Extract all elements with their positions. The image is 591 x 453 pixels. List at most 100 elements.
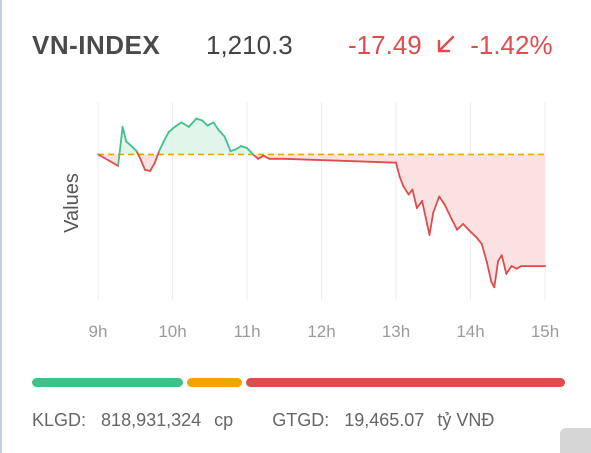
data-point: [162, 140, 165, 143]
data-point: [234, 148, 237, 151]
series-segment: [510, 265, 518, 270]
data-point: [158, 150, 161, 153]
data-point: [125, 140, 128, 143]
data-point: [97, 153, 99, 156]
volume-label: KLGD:: [32, 410, 87, 430]
area-below-reference: [98, 154, 545, 288]
data-point: [395, 161, 397, 164]
data-point: [525, 265, 528, 267]
data-point: [268, 157, 271, 160]
data-point: [462, 223, 464, 225]
x-tick-label: 14h: [456, 322, 484, 341]
series-segment: [217, 129, 226, 138]
data-point: [173, 126, 176, 128]
series-segment: [212, 121, 220, 132]
volume-unit: cp: [214, 410, 234, 430]
breadth-bar-advancers: [32, 378, 183, 387]
data-point: [432, 211, 435, 214]
x-tick-label: 12h: [307, 322, 335, 341]
data-point: [398, 175, 401, 178]
data-point: [212, 121, 215, 124]
data-point: [217, 129, 220, 132]
data-point: [283, 157, 286, 160]
data-point: [252, 153, 254, 156]
data-point: [486, 261, 488, 264]
down-left-arrow-icon: [435, 30, 457, 61]
data-point: [153, 162, 156, 165]
data-point: [195, 117, 198, 120]
data-point: [497, 260, 499, 262]
series-segment: [450, 218, 459, 231]
data-point: [443, 203, 446, 206]
series-segment: [167, 126, 176, 133]
data-point: [416, 207, 418, 209]
data-point: [140, 159, 143, 162]
data-point: [121, 126, 124, 128]
y-axis-label: Values: [61, 173, 83, 233]
data-point: [469, 230, 472, 233]
chart-area-fills: [98, 118, 545, 288]
data-point: [490, 281, 493, 283]
x-axis-ticks: 9h 10h 11h 12h 13h 14h 15h: [89, 322, 560, 341]
data-point: [229, 150, 232, 153]
data-point: [206, 124, 209, 127]
data-point: [223, 135, 226, 138]
series-segment: [252, 153, 260, 160]
series-segment: [428, 211, 435, 236]
x-tick-label: 9h: [89, 322, 108, 341]
data-point: [500, 254, 503, 257]
series-segment: [223, 135, 232, 153]
volume-value: 818,931,324: [101, 410, 202, 430]
data-point: [421, 200, 423, 202]
data-point: [201, 119, 204, 122]
data-point: [167, 131, 170, 133]
series-segment: [234, 145, 242, 151]
series-segment: [395, 161, 401, 178]
series-segment: [456, 223, 465, 231]
series-segment: [149, 162, 156, 172]
value-value: 19,465.07: [344, 410, 425, 430]
data-point: [456, 228, 458, 231]
series-segment: [173, 121, 183, 128]
data-point: [275, 157, 278, 160]
data-point: [402, 185, 405, 188]
series-segment: [262, 154, 271, 160]
left-edge-accent: [0, 0, 2, 453]
x-tick-label: 10h: [158, 322, 186, 341]
series-segment: [480, 242, 488, 264]
series-segment: [505, 265, 513, 275]
series-segment: [117, 126, 124, 167]
series-segment: [162, 131, 170, 143]
series-segment: [187, 117, 198, 128]
series-segment: [398, 175, 405, 188]
series-segment: [493, 260, 500, 289]
index-name: VN-INDEX: [32, 30, 161, 60]
data-point: [262, 154, 265, 157]
series-segment: [195, 117, 204, 122]
series-segment: [125, 140, 133, 148]
intraday-chart: 9h 10h 11h 12h 13h 14h 15h Values: [61, 102, 560, 341]
series-segment: [153, 150, 161, 165]
series-segment: [240, 145, 248, 149]
series-segment: [130, 145, 138, 153]
data-point: [407, 193, 410, 196]
breadth-bar-unchanged: [186, 378, 242, 387]
data-point: [505, 272, 508, 275]
data-point: [510, 265, 513, 267]
series-segment: [485, 261, 493, 284]
change-points: -17.49: [348, 30, 422, 60]
data-point: [480, 242, 483, 245]
chart-series: [97, 117, 546, 289]
data-point: [144, 168, 146, 171]
corner-button[interactable]: [560, 428, 591, 453]
series-segment: [121, 126, 128, 143]
series-segment: [438, 195, 446, 206]
data-point: [240, 145, 242, 148]
change-percent: -1.42%: [470, 30, 553, 60]
data-point: [246, 147, 248, 149]
series-segment: [257, 154, 265, 160]
index-value: 1,210.3: [206, 30, 293, 60]
series-segment: [246, 147, 254, 156]
series-segment: [97, 153, 119, 167]
series-segment: [135, 150, 143, 162]
